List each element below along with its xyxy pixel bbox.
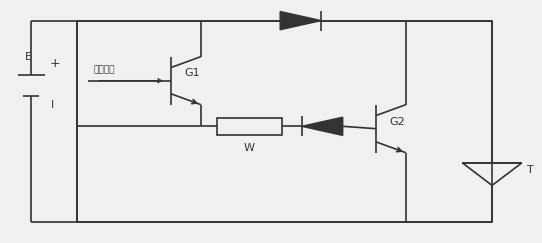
Text: I: I <box>51 100 54 110</box>
Bar <box>77 21 492 222</box>
Text: G1: G1 <box>185 69 201 78</box>
Polygon shape <box>280 11 321 30</box>
Text: T: T <box>527 165 534 174</box>
Text: +: + <box>50 57 61 70</box>
Bar <box>217 118 282 135</box>
Polygon shape <box>302 117 343 135</box>
Text: G2: G2 <box>390 116 405 127</box>
Text: E: E <box>25 52 32 62</box>
Text: 导通信号: 导通信号 <box>93 65 114 74</box>
Text: W: W <box>244 143 255 153</box>
